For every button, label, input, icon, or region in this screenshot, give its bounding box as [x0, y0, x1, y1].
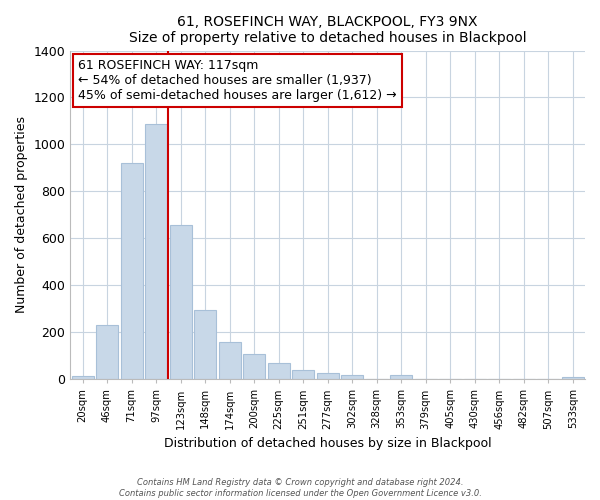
Bar: [390, 375, 412, 380]
Bar: [218, 342, 241, 380]
Bar: [317, 374, 338, 380]
Bar: [292, 370, 314, 380]
Bar: [268, 364, 290, 380]
Text: 61 ROSEFINCH WAY: 117sqm
← 54% of detached houses are smaller (1,937)
45% of sem: 61 ROSEFINCH WAY: 117sqm ← 54% of detach…: [78, 59, 397, 102]
Title: 61, ROSEFINCH WAY, BLACKPOOL, FY3 9NX
Size of property relative to detached hous: 61, ROSEFINCH WAY, BLACKPOOL, FY3 9NX Si…: [129, 15, 526, 45]
Bar: [96, 326, 118, 380]
Text: Contains HM Land Registry data © Crown copyright and database right 2024.
Contai: Contains HM Land Registry data © Crown c…: [119, 478, 481, 498]
Bar: [121, 163, 143, 380]
X-axis label: Distribution of detached houses by size in Blackpool: Distribution of detached houses by size …: [164, 437, 491, 450]
Bar: [71, 376, 94, 380]
Bar: [243, 354, 265, 380]
Bar: [562, 377, 584, 380]
Bar: [194, 310, 216, 380]
Y-axis label: Number of detached properties: Number of detached properties: [15, 116, 28, 314]
Bar: [341, 374, 363, 380]
Bar: [170, 226, 191, 380]
Bar: [145, 124, 167, 380]
